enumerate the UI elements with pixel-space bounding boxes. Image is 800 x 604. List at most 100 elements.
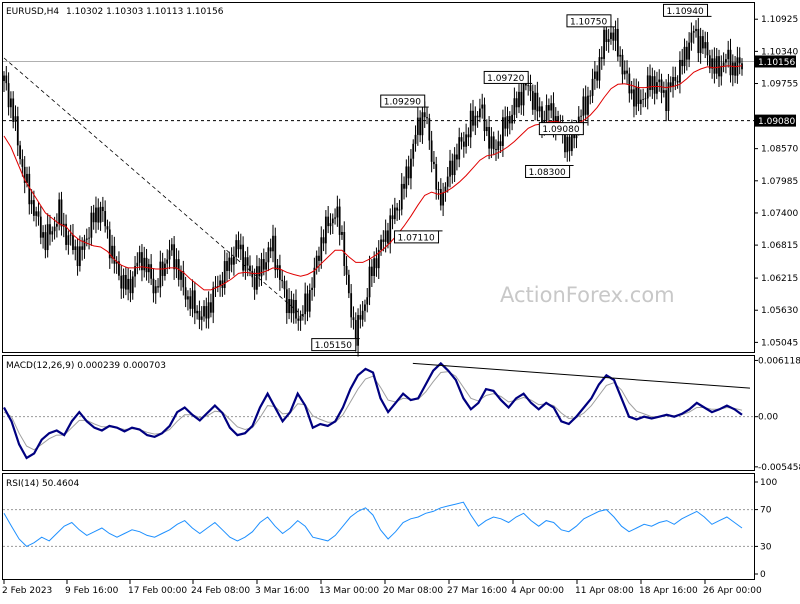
- candle-body: [97, 207, 100, 223]
- candle-body: [301, 314, 304, 316]
- time-tick-label: 18 Apr 16:00: [639, 586, 698, 596]
- candle-body: [711, 58, 714, 69]
- candle-body: [143, 257, 146, 271]
- candle-body: [380, 239, 382, 250]
- candle-body: [14, 116, 17, 122]
- macd-label: MACD(12,26,9) 0.000239 0.000703: [6, 361, 166, 371]
- candle-body: [702, 36, 704, 49]
- candle-body: [437, 188, 440, 190]
- candle-body: [159, 261, 162, 288]
- candle-body: [324, 216, 327, 244]
- candle-body: [345, 265, 348, 275]
- candle-body: [157, 286, 159, 288]
- candle-body: [552, 103, 555, 130]
- candle-body: [713, 58, 716, 74]
- candle-body: [635, 87, 638, 107]
- candle-body: [623, 70, 626, 75]
- price-candles: [3, 17, 743, 357]
- candle-body: [637, 87, 640, 104]
- candle-body: [237, 240, 240, 250]
- candle-body: [651, 76, 654, 90]
- candle-body: [336, 206, 339, 218]
- candle-body: [164, 263, 166, 276]
- candle-body: [81, 246, 84, 250]
- candle-body: [118, 261, 120, 276]
- candle-body: [207, 302, 210, 319]
- candle-body: [557, 116, 559, 125]
- annotation-box: [663, 3, 709, 17]
- candle-body: [329, 223, 332, 227]
- annotation-label: 1.08300: [529, 168, 566, 178]
- annotation-box: [394, 230, 440, 244]
- candle-body: [366, 297, 369, 305]
- candle-body: [460, 137, 463, 142]
- candle-body: [239, 244, 242, 250]
- candle-body: [639, 99, 642, 104]
- candle-body: [274, 235, 277, 271]
- candle-body: [458, 137, 461, 160]
- candle-body: [99, 206, 102, 223]
- candle-body: [451, 160, 454, 176]
- candle-body: [260, 259, 263, 277]
- candle-body: [605, 29, 608, 43]
- candle-body: [152, 278, 155, 294]
- candle-body: [685, 46, 688, 60]
- candle-body: [331, 218, 334, 224]
- candle-body: [410, 158, 412, 179]
- candle-body: [628, 73, 631, 94]
- price-tick-label: 1.06815: [761, 241, 798, 251]
- candle-body: [621, 54, 624, 75]
- time-tick-label: 9 Feb 16:00: [65, 586, 119, 596]
- candle-body: [570, 128, 573, 152]
- annotation-label: 1.05150: [315, 341, 352, 351]
- annotation-label: 1.10940: [667, 7, 704, 17]
- candle-body: [462, 141, 465, 147]
- candle-body: [136, 262, 139, 267]
- candle-body: [65, 223, 67, 245]
- candle-body: [53, 226, 56, 232]
- candle-body: [262, 259, 265, 270]
- candle-body: [306, 293, 309, 312]
- candle-body: [472, 110, 474, 126]
- candle-body: [78, 246, 81, 267]
- candle-body: [88, 237, 90, 239]
- candle-body: [384, 230, 387, 242]
- candle-body: [669, 82, 672, 87]
- candle-body: [111, 245, 113, 259]
- annotation-box: [538, 122, 584, 136]
- candle-body: [442, 192, 445, 206]
- candle-body: [538, 106, 541, 112]
- candle-body: [541, 106, 543, 128]
- candle-body: [285, 289, 288, 314]
- candle-body: [200, 316, 203, 320]
- candle-body: [203, 306, 205, 317]
- candle-body: [676, 80, 679, 83]
- candle-body: [492, 136, 495, 150]
- candle-body: [377, 249, 380, 269]
- candle-body: [233, 256, 235, 265]
- candle-body: [407, 166, 410, 179]
- candle-body: [370, 266, 373, 277]
- candle-body: [474, 115, 477, 126]
- annotation-label: 1.09720: [487, 74, 524, 84]
- candle-body: [695, 28, 697, 32]
- candle-body: [681, 59, 684, 67]
- candle-body: [547, 105, 550, 111]
- annotation-label: 1.10750: [570, 17, 607, 27]
- candle-body: [626, 70, 628, 74]
- current-price-tag: [755, 55, 796, 68]
- candle-body: [630, 89, 633, 94]
- candle-body: [196, 310, 199, 314]
- candle-body: [180, 271, 182, 280]
- time-tick-label: 24 Feb 08:00: [191, 586, 250, 596]
- candle-body: [603, 29, 605, 59]
- candle-body: [311, 287, 313, 290]
- annotation-box: [311, 338, 357, 352]
- candle-body: [131, 276, 134, 294]
- time-tick-label: 13 Mar 00:00: [319, 586, 379, 596]
- candle-body: [449, 160, 451, 177]
- candle-body: [83, 239, 86, 250]
- candle-body: [347, 274, 350, 294]
- candle-body: [26, 173, 28, 183]
